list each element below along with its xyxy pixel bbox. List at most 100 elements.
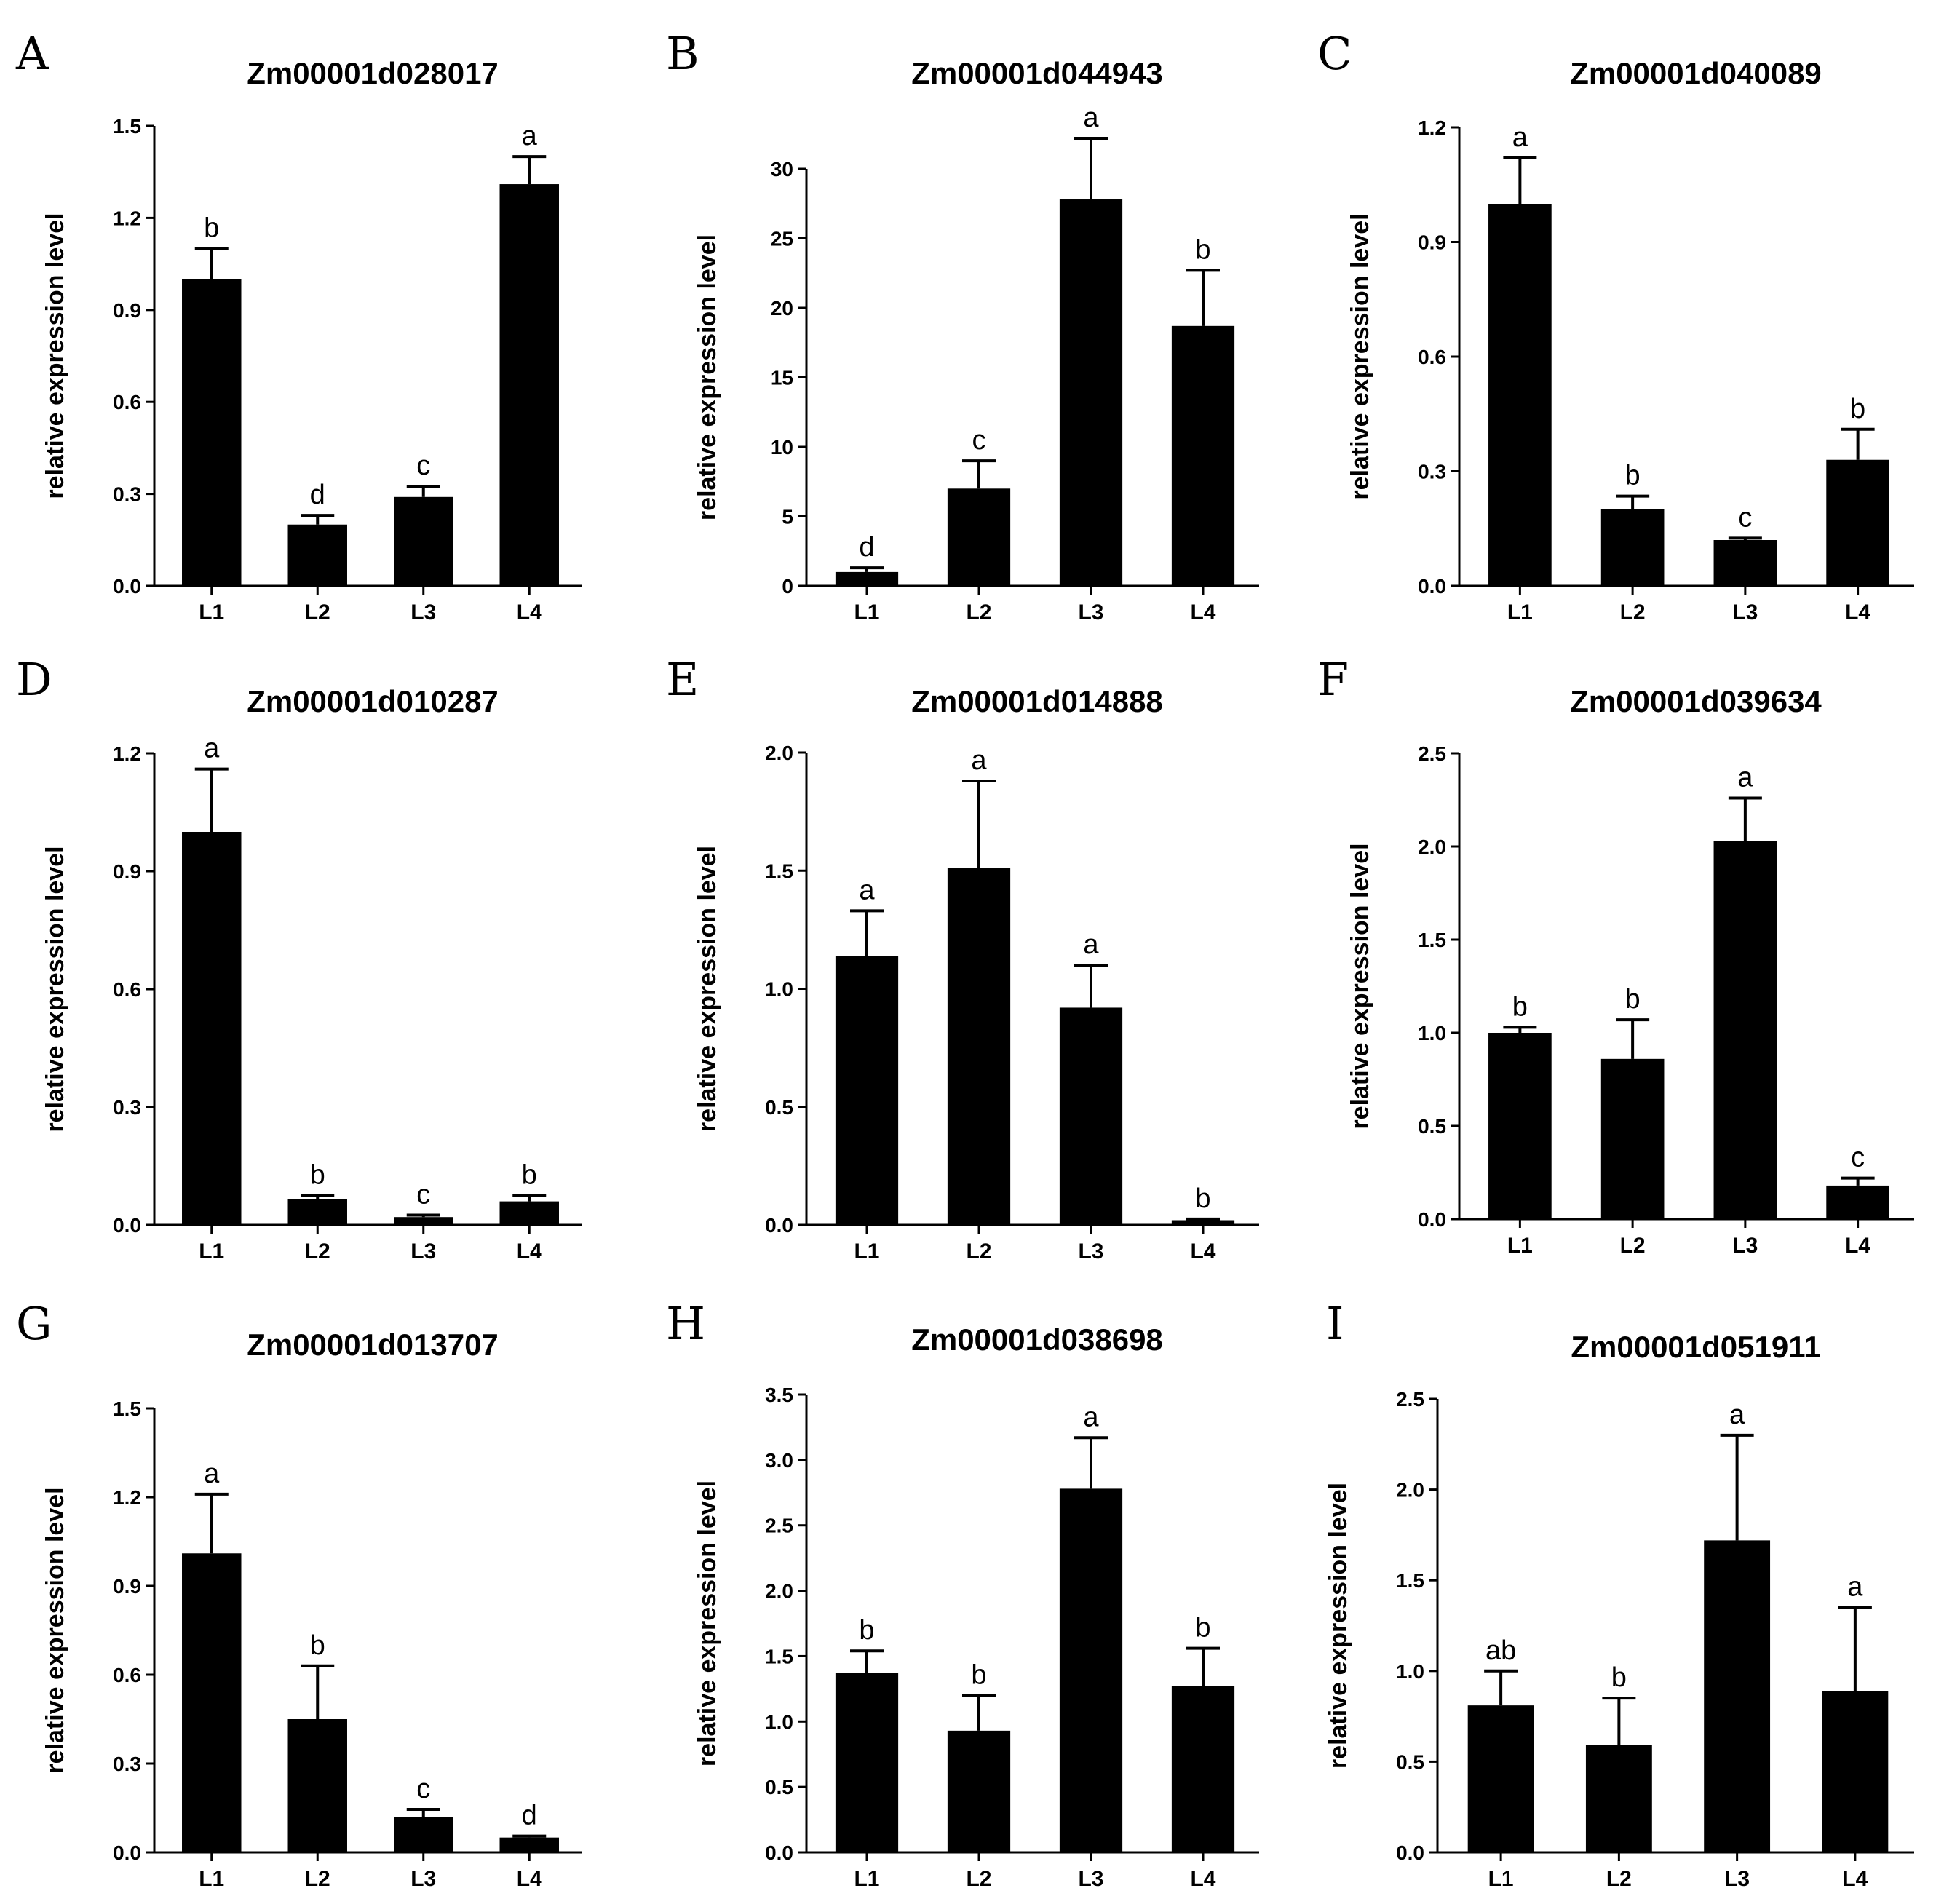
y-tick-label: 0.0 [113, 575, 141, 598]
y-axis-label: relative expression level [694, 846, 721, 1132]
y-tick-label: 1.0 [1396, 1660, 1424, 1683]
bar-l1 [1488, 1033, 1552, 1219]
x-tick-label: L4 [1845, 1234, 1870, 1258]
significance-letter: c [1738, 502, 1752, 533]
y-tick-label: 3.0 [765, 1449, 793, 1472]
y-tick-label: 0 [782, 575, 793, 598]
y-tick-label: 0.0 [765, 1214, 793, 1237]
y-tick-label: 0.0 [1418, 1208, 1446, 1231]
panel-letter: I [1326, 1297, 1344, 1350]
y-tick-label: 5 [782, 506, 793, 528]
bar-l1 [835, 956, 899, 1225]
bar-l4 [1826, 1185, 1889, 1219]
significance-letter: a [971, 745, 987, 776]
y-axis-label: relative expression level [41, 846, 69, 1132]
y-tick-label: 2.0 [765, 1580, 793, 1603]
significance-letter: b [1512, 991, 1528, 1022]
bar-l4 [499, 1837, 559, 1852]
y-tick-label: 30 [771, 158, 793, 181]
y-tick-label: 10 [771, 436, 793, 459]
significance-letter: a [204, 1459, 220, 1489]
y-tick-label: 1.5 [765, 1645, 793, 1667]
significance-letter: a [522, 121, 538, 151]
y-tick-label: 1.0 [1418, 1022, 1446, 1044]
chart-panel-d: D Zm00001d010287 relative expression level… [16, 653, 582, 1264]
x-tick-label: L3 [1732, 600, 1758, 624]
y-tick-label: 0.3 [113, 483, 141, 506]
y-tick-label: 2.5 [1396, 1388, 1424, 1411]
x-tick-label: L1 [199, 600, 224, 624]
y-tick-label: 0.9 [113, 860, 141, 883]
y-tick-label: 1.0 [765, 978, 793, 1001]
panel-letter: G [16, 1297, 52, 1350]
significance-letter: b [859, 1615, 874, 1646]
significance-letter: a [1083, 103, 1099, 133]
x-tick-label: L1 [199, 1867, 224, 1891]
significance-letter: b [1611, 1662, 1627, 1693]
y-tick-label: 1.2 [1418, 116, 1446, 139]
significance-letter: a [1512, 122, 1528, 153]
bar-l4 [1826, 459, 1889, 586]
bar-l3 [1059, 199, 1123, 586]
bar-l3 [394, 1817, 453, 1852]
x-tick-label: L2 [305, 600, 330, 624]
x-tick-label: L4 [1190, 1239, 1215, 1264]
chart-title: Zm00001d038698 [911, 1322, 1163, 1357]
bar-l1 [835, 571, 899, 586]
y-tick-label: 1.2 [113, 1486, 141, 1509]
chart-panel-e: E Zm00001d014888 relative expression level… [666, 653, 1259, 1264]
x-tick-label: L1 [854, 1239, 879, 1264]
y-tick-label: 0.5 [1418, 1115, 1446, 1138]
significance-letter: a [1083, 1402, 1099, 1432]
y-tick-label: 1.5 [113, 115, 141, 138]
significance-letter: b [1195, 1613, 1210, 1643]
y-tick-label: 25 [771, 228, 793, 250]
x-tick-label: L3 [1078, 600, 1103, 624]
x-tick-label: L4 [517, 1239, 542, 1264]
panel-letter: C [1317, 27, 1352, 80]
x-tick-label: L3 [1078, 1867, 1103, 1891]
x-tick-label: L1 [199, 1239, 224, 1264]
y-tick-label: 2.0 [1396, 1479, 1424, 1502]
y-tick-label: 0.6 [113, 978, 141, 1001]
significance-letter: a [1083, 929, 1099, 960]
significance-letter: b [971, 1659, 986, 1690]
y-tick-label: 0.0 [1418, 575, 1446, 598]
bar-l2 [1600, 1058, 1665, 1219]
y-tick-label: 0.9 [1418, 231, 1446, 254]
significance-letter: a [859, 875, 875, 905]
chart-title: Zm00001d014888 [911, 684, 1163, 718]
bar-l1 [1467, 1705, 1534, 1852]
significance-letter: d [859, 532, 874, 563]
x-tick-label: L3 [410, 1867, 436, 1891]
panel-letter: B [666, 27, 699, 80]
x-tick-label: L3 [410, 1239, 436, 1264]
x-tick-label: L2 [966, 1239, 991, 1264]
x-tick-label: L2 [966, 1867, 991, 1891]
chart-title: Zm00001d039634 [1570, 684, 1822, 718]
chart-panel-i: I Zm00001d051911 relative expression level… [1325, 1297, 1914, 1891]
bar-l4 [1822, 1691, 1889, 1852]
bar-l4 [1171, 1220, 1235, 1225]
bar-l1 [1488, 204, 1552, 586]
y-tick-label: 15 [771, 367, 793, 389]
x-tick-label: L1 [1507, 1234, 1533, 1258]
x-tick-label: L1 [854, 600, 879, 624]
y-axis-label: relative expression level [1346, 213, 1374, 499]
y-tick-label: 0.6 [113, 391, 141, 413]
y-tick-label: 1.5 [1396, 1569, 1424, 1592]
y-tick-label: 3.5 [765, 1384, 793, 1406]
y-tick-label: 0.0 [765, 1841, 793, 1864]
y-axis-label: relative expression level [1325, 1483, 1352, 1769]
x-tick-label: L4 [1842, 1867, 1868, 1891]
bar-l1 [182, 1553, 242, 1852]
y-axis-label: relative expression level [1346, 843, 1374, 1129]
chart-title: Zm00001d010287 [247, 684, 499, 718]
bar-l1 [182, 279, 242, 586]
y-tick-label: 2.5 [1418, 742, 1446, 765]
y-tick-label: 0.6 [1418, 346, 1446, 368]
bar-l3 [1704, 1540, 1771, 1852]
bar-l1 [182, 832, 242, 1225]
x-tick-label: L2 [966, 600, 991, 624]
